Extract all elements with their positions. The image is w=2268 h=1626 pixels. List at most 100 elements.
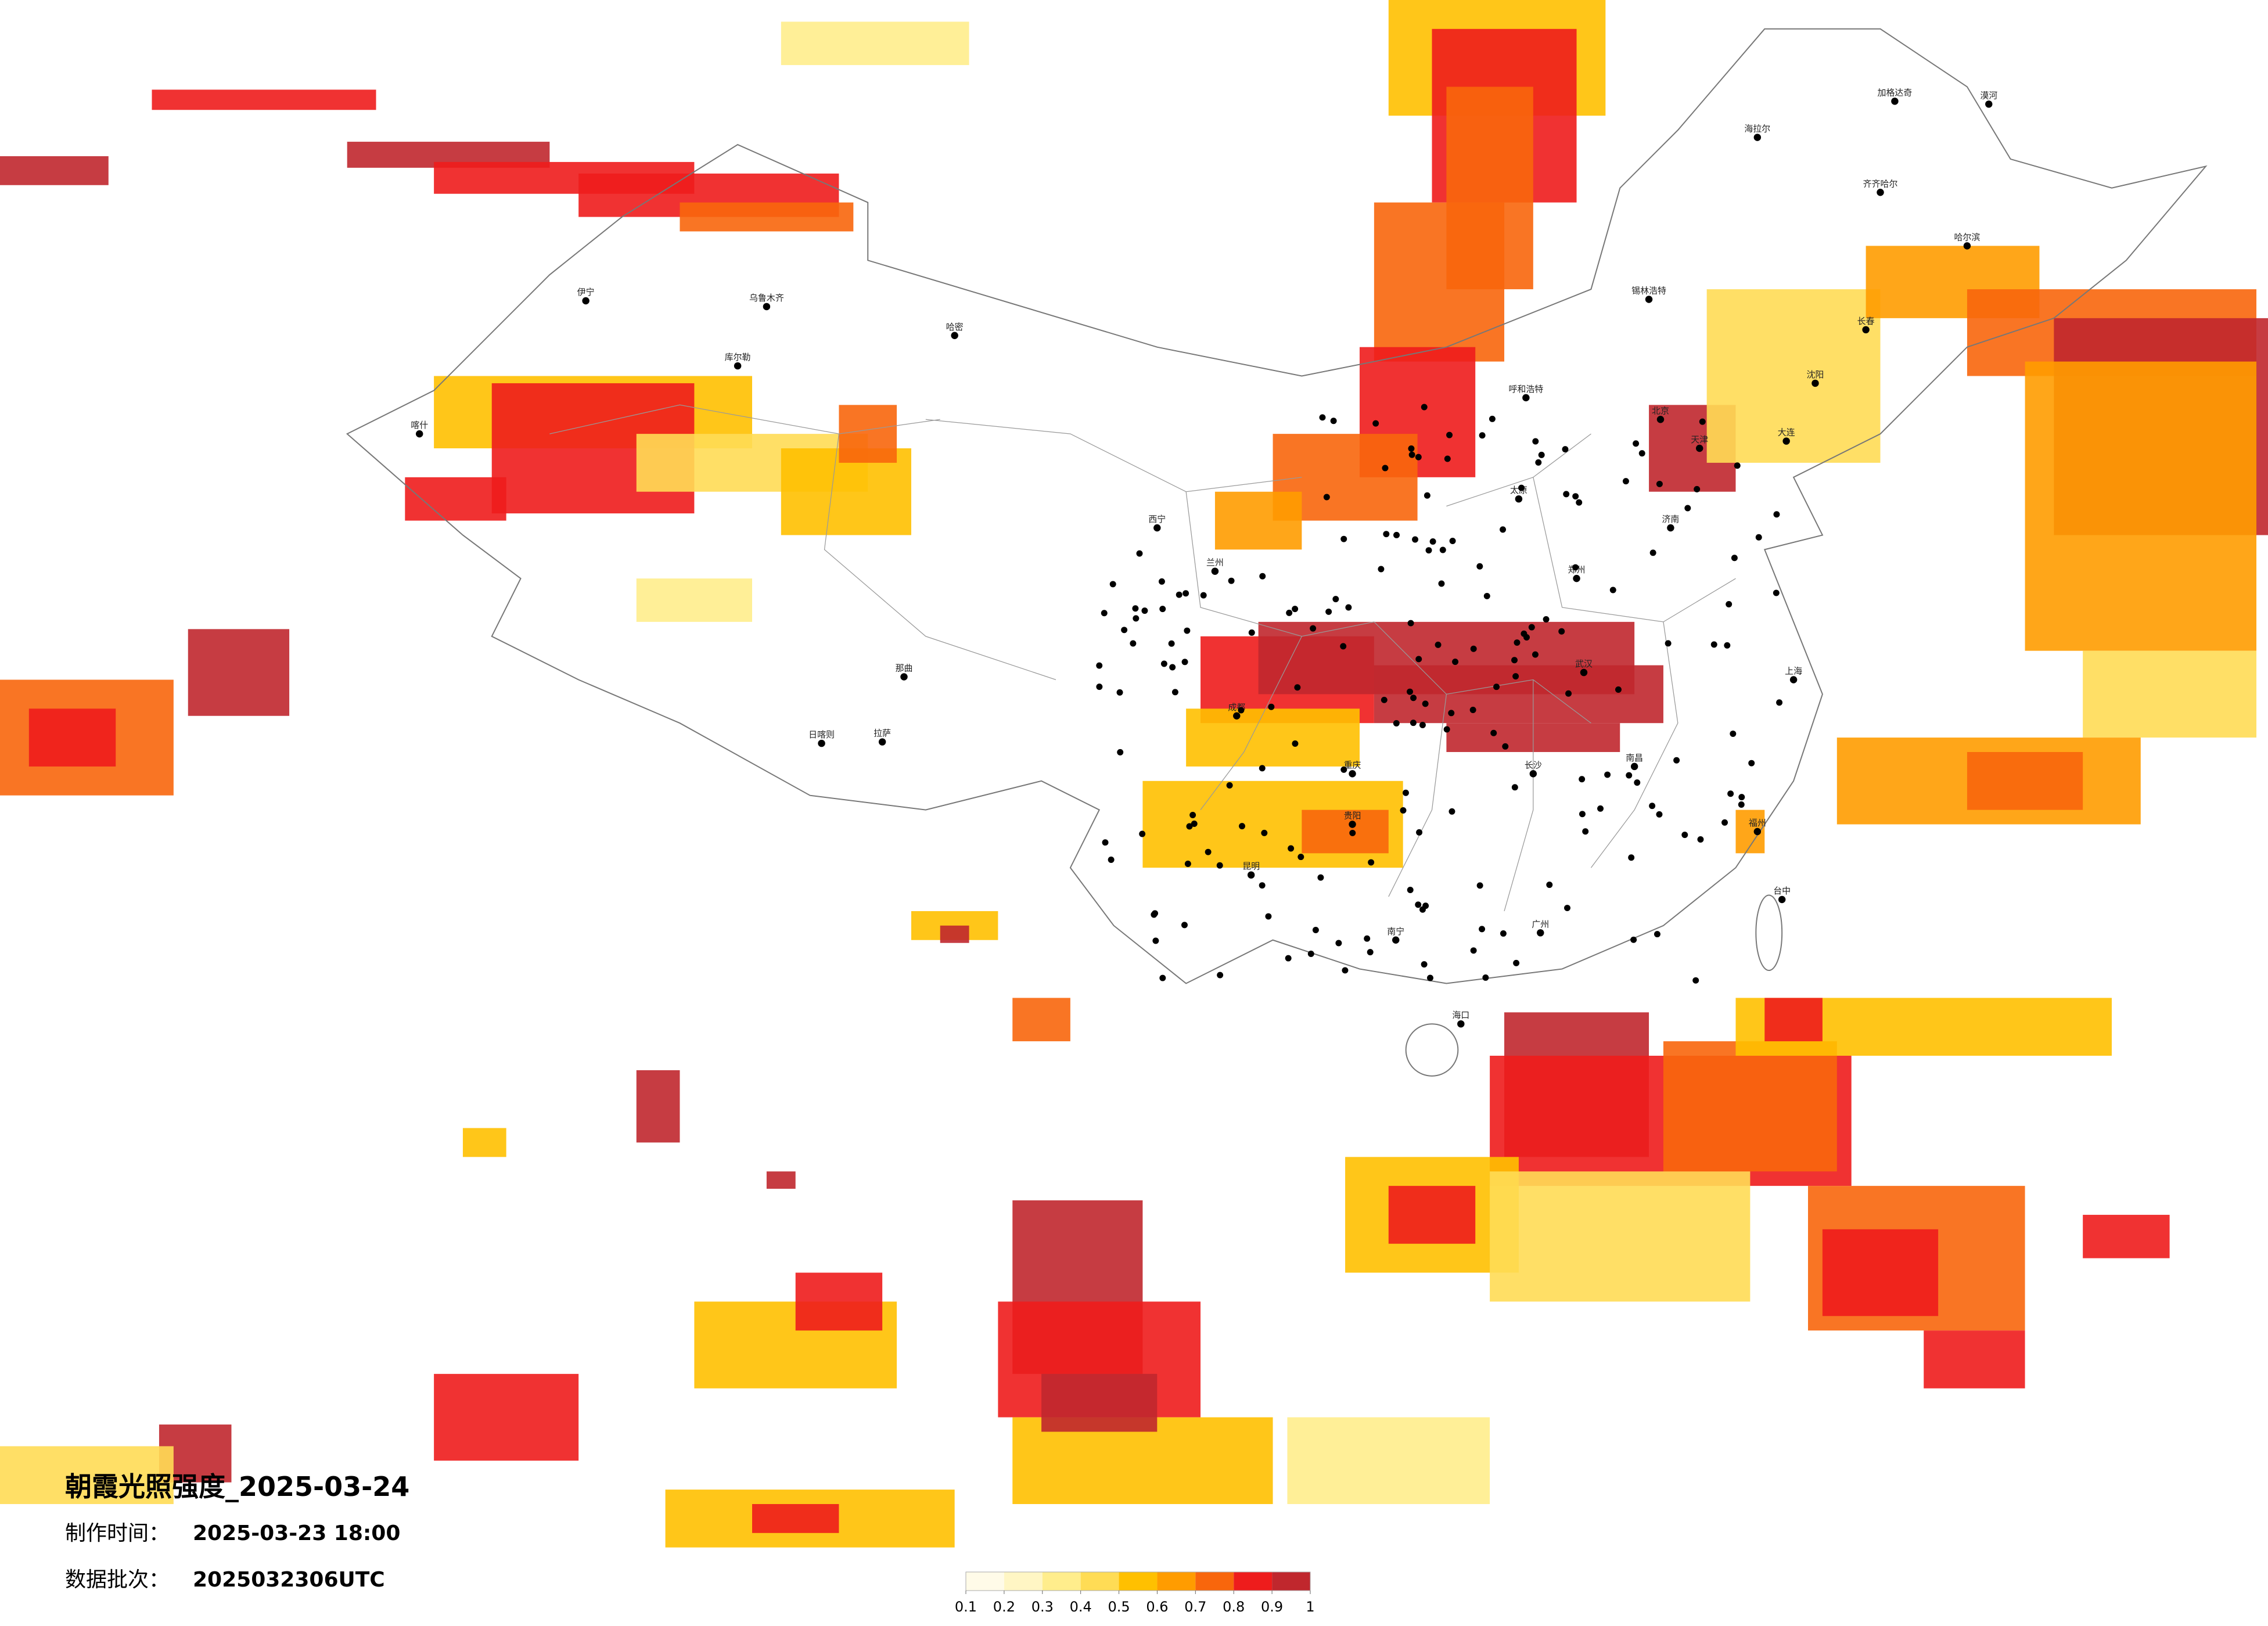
map-layer: 漠河加格达奇海拉尔齐齐哈尔哈尔滨长春沈阳大连锡林浩特呼和浩特北京天津济南太原郑州… — [0, 0, 2268, 1548]
city-dot — [1261, 829, 1268, 836]
legend-tick-label: 1 — [1306, 1599, 1314, 1615]
city-dot — [1141, 607, 1148, 614]
city-label: 长春 — [1857, 316, 1875, 326]
legend-frame — [965, 1571, 1311, 1591]
city-dot — [1217, 972, 1224, 979]
city-dot — [1153, 524, 1161, 532]
city-dot — [1312, 927, 1319, 933]
city-dot — [1564, 905, 1570, 912]
city-dot — [1512, 673, 1519, 680]
city-dot — [1572, 564, 1579, 571]
batch: 2025032306UTC — [193, 1568, 385, 1592]
legend-swatch — [1042, 1572, 1081, 1591]
city-label: 福州 — [1749, 818, 1766, 828]
intensity-patch — [1374, 665, 1663, 724]
legend-swatch — [1004, 1572, 1043, 1591]
city-label: 齐齐哈尔 — [1863, 178, 1898, 189]
city-dot — [1419, 722, 1426, 729]
city-dot — [1136, 550, 1143, 557]
city-dot — [1372, 420, 1379, 427]
city-dot — [1626, 772, 1633, 779]
city-label: 南宁 — [1387, 926, 1404, 937]
city-dot — [1673, 757, 1680, 764]
city-dot — [1259, 573, 1266, 580]
city-label: 长沙 — [1525, 760, 1542, 770]
city-dot — [1422, 700, 1429, 707]
city-dot — [1528, 624, 1535, 631]
island-outline — [1755, 894, 1783, 972]
city-dot — [1307, 951, 1314, 958]
city-dot — [1604, 771, 1611, 778]
island-outline — [1405, 1023, 1459, 1077]
intensity-patch — [2083, 650, 2257, 738]
city-dot — [1319, 414, 1326, 421]
city-dot — [1330, 418, 1337, 425]
city-label: 锡林浩特 — [1631, 286, 1666, 296]
legend-tick-label: 0.8 — [1223, 1599, 1245, 1615]
intensity-patch — [752, 1504, 839, 1533]
legend-tick-label: 0.3 — [1031, 1599, 1054, 1615]
intensity-patch — [188, 629, 290, 716]
city-dot — [1513, 959, 1520, 966]
city-dot — [1649, 549, 1656, 556]
city-dot — [818, 739, 825, 747]
city-dot — [1139, 830, 1146, 837]
city-dot — [1543, 616, 1550, 623]
city-dot — [1096, 662, 1103, 669]
city-dot — [1457, 1020, 1465, 1028]
city-dot — [1782, 437, 1790, 445]
province-lines — [549, 404, 1736, 912]
intensity-patch — [1214, 491, 1302, 550]
city-dot — [1667, 524, 1674, 532]
city-dot — [1448, 710, 1455, 717]
city-dot — [1684, 505, 1691, 512]
intensity-patch — [1706, 289, 1881, 463]
city-dot — [1297, 854, 1304, 861]
city-dot — [1645, 296, 1653, 303]
city-label: 哈尔滨 — [1954, 232, 1981, 242]
intensity-patch — [2083, 1214, 2170, 1258]
intensity-patch — [1012, 998, 1070, 1042]
city-dot — [1573, 574, 1580, 582]
city-dot — [1580, 668, 1588, 677]
city-dot — [1176, 591, 1182, 598]
intensity-patch — [636, 578, 753, 622]
city-dot — [1753, 134, 1762, 141]
city-dot — [1427, 974, 1433, 981]
city-dot — [1628, 854, 1635, 861]
city-dot — [1189, 812, 1196, 818]
city-label: 拉萨 — [874, 728, 891, 739]
city-dot — [1285, 955, 1292, 962]
city-dot — [1622, 478, 1629, 485]
city-dot — [1483, 592, 1490, 599]
city-dot — [1393, 531, 1400, 538]
city-dot — [1773, 511, 1780, 518]
city-dot — [1558, 628, 1565, 635]
city-label: 北京 — [1652, 405, 1669, 416]
city-dot — [1368, 859, 1375, 866]
city-dot — [1342, 967, 1349, 974]
city-dot — [1233, 712, 1241, 720]
city-label: 西宁 — [1148, 514, 1166, 524]
city-dot — [1393, 720, 1400, 726]
city-dot — [1721, 819, 1728, 826]
city-dot — [763, 303, 771, 311]
city-dot — [1151, 911, 1158, 918]
city-dot — [1439, 546, 1446, 553]
city-dot — [1724, 642, 1731, 649]
city-label: 呼和浩特 — [1508, 384, 1543, 394]
city-dot — [1532, 651, 1539, 658]
city-dot — [1738, 801, 1745, 808]
city-dot — [1470, 947, 1477, 954]
city-dot — [1211, 567, 1219, 575]
city-dot — [734, 362, 742, 370]
city-dot — [1748, 760, 1755, 767]
city-dot — [1482, 974, 1489, 981]
city-dot — [1877, 188, 1884, 196]
city-dot — [1402, 789, 1409, 796]
city-dot — [1518, 484, 1525, 491]
city-dot — [1710, 641, 1717, 648]
city-dot — [1101, 610, 1108, 617]
made-time: 2025-03-23 18:00 — [193, 1521, 400, 1545]
